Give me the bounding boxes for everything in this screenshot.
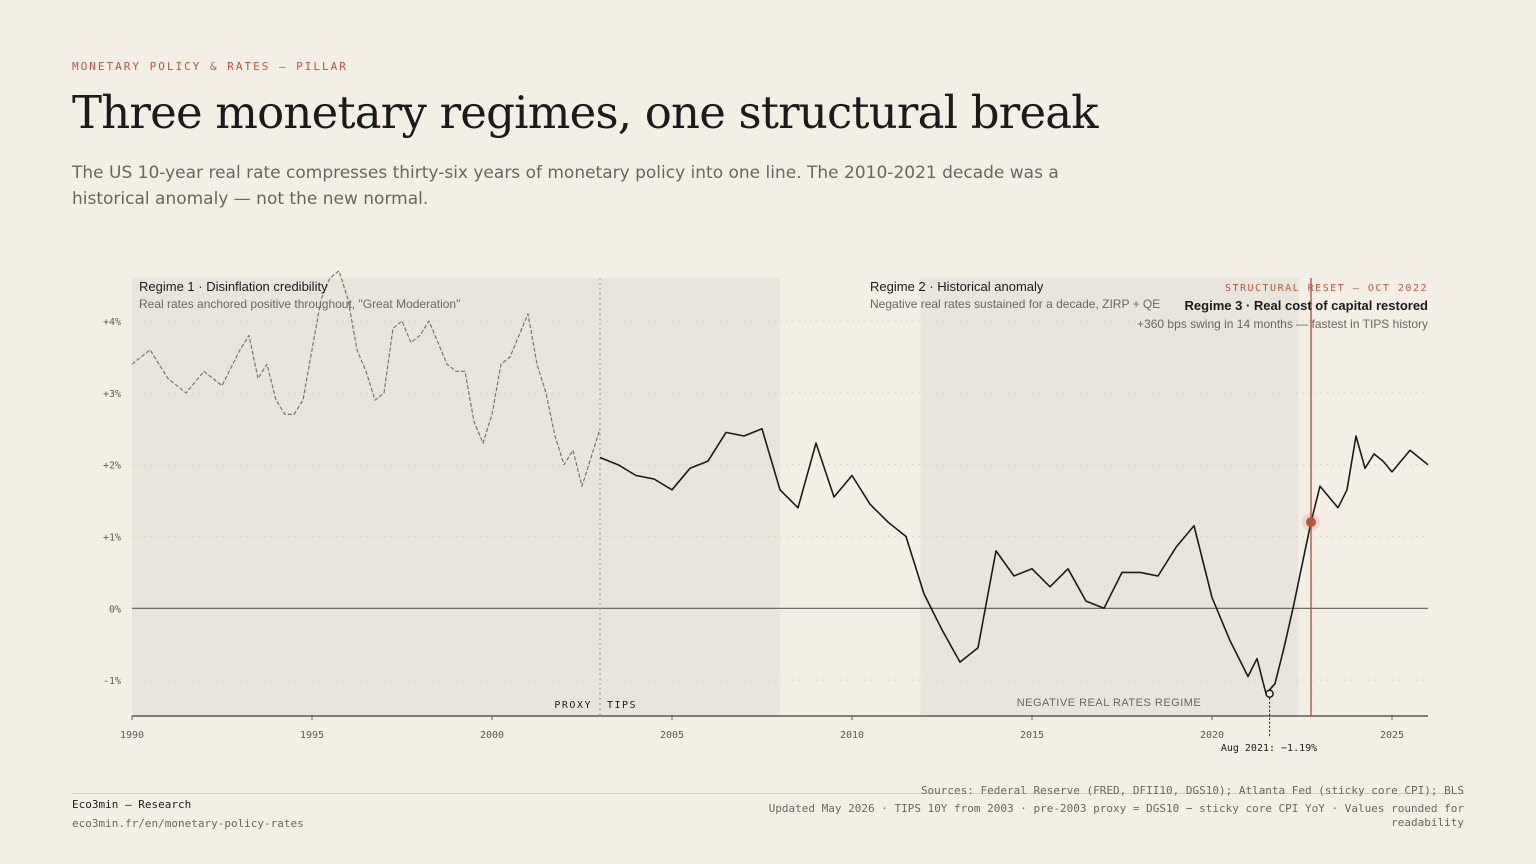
x-tick-label: 2005 — [660, 730, 684, 741]
y-tick-label: +1% — [103, 532, 121, 543]
x-tick-label: 1995 — [300, 730, 324, 741]
minimum-label: Aug 2021: −1.19% — [1221, 743, 1317, 754]
regime1-title: Regime 1 · Disinflation credibility — [139, 279, 328, 294]
x-tick-label: 1990 — [120, 730, 144, 741]
methodology-note: Updated May 2026 · TIPS 10Y from 2003 · … — [768, 802, 1464, 829]
regime2-note: Negative real rates sustained for a deca… — [870, 297, 1160, 311]
gridlines — [132, 278, 1428, 716]
markers — [1265, 278, 1320, 738]
regime2-title: Regime 2 · Historical anomaly — [870, 279, 1044, 294]
y-tick-label: +4% — [103, 317, 121, 328]
y-tick-label: +3% — [103, 389, 121, 400]
x-tick-label: 2000 — [480, 730, 504, 741]
x-tick-label: 2015 — [1020, 730, 1044, 741]
reset-kicker: STRUCTURAL RESET — OCT 2022 — [1225, 283, 1428, 294]
x-tick-label: 2025 — [1380, 730, 1404, 741]
y-tick-label: 0% — [109, 604, 121, 615]
reset-point — [1306, 517, 1316, 528]
regime-shading — [132, 278, 1299, 716]
pillar-kicker: MONETARY POLICY & RATES — PILLAR — [72, 60, 348, 73]
regime3-note: +360 bps swing in 14 months — fastest in… — [1137, 317, 1428, 331]
proxy-label: PROXY — [554, 700, 592, 711]
regime-shade-1 — [132, 278, 780, 716]
minimum-point — [1265, 689, 1274, 698]
y-tick-label: -1% — [103, 676, 121, 687]
tips-series-line — [599, 428, 1429, 695]
source-url: eco3min.fr/en/monetary-policy-rates — [72, 817, 304, 830]
x-tick-label: 2010 — [840, 730, 864, 741]
regime3-title: Regime 3 · Real cost of capital restored — [1185, 298, 1429, 313]
negative-regime-label: NEGATIVE REAL RATES REGIME — [1017, 697, 1202, 709]
y-tick-label: +2% — [103, 461, 121, 472]
page-subtitle: The US 10-year real rate compresses thir… — [72, 163, 1059, 209]
page-title: Three monetary regimes, one structural b… — [72, 86, 1099, 139]
proxy-series-line — [131, 270, 601, 487]
footer-divider — [72, 793, 1464, 794]
real-rate-chart: -1% 0% +1% +2% +3% +4% 1990 1995 2000 2005 2010 201… — [103, 270, 1429, 754]
tips-label: TIPS — [607, 700, 637, 711]
sources-note: Sources: Federal Reserve (FRED, DFII10, … — [920, 784, 1464, 797]
brand-name: Eco3min — Research — [72, 798, 192, 811]
regime1-note: Real rates anchored positive throughout,… — [139, 297, 460, 311]
x-tick-label: 2020 — [1200, 730, 1224, 741]
series-layer — [131, 270, 1429, 695]
regime-shade-2 — [920, 278, 1299, 716]
axes: -1% 0% +1% +2% +3% +4% 1990 1995 2000 2005 2010 201… — [103, 317, 1428, 741]
